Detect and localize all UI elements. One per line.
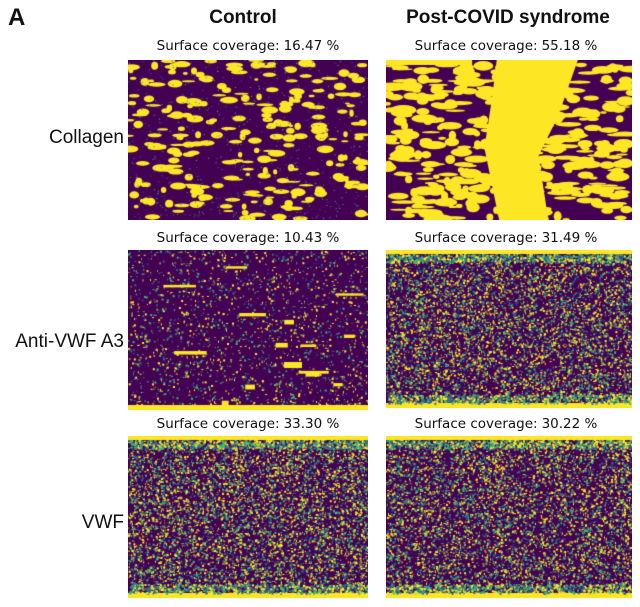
coverage-value: 16.47 % <box>283 38 340 54</box>
coverage-label: Surface coverage: <box>156 38 280 54</box>
panel-letter: A <box>8 4 26 31</box>
column-header-post-covid: Post-COVID syndrome <box>406 7 610 28</box>
micrograph-postcovid-vwf <box>386 436 632 598</box>
micrograph-postcovid-anti-vwf-a3 <box>386 250 632 408</box>
micrograph-postcovid-collagen <box>386 60 632 220</box>
micrograph-control-vwf <box>128 436 368 598</box>
coverage-value: 31.49 % <box>541 230 598 246</box>
coverage-postcovid-vwf: Surface coverage: 30.22 % <box>386 416 626 432</box>
coverage-label: Surface coverage: <box>414 230 538 246</box>
coverage-control-collagen: Surface coverage: 16.47 % <box>128 38 368 54</box>
row-label-vwf: VWF <box>81 512 124 533</box>
micrograph-control-anti-vwf-a3 <box>128 250 368 410</box>
coverage-label: Surface coverage: <box>156 230 280 246</box>
coverage-control-vwf: Surface coverage: 33.30 % <box>128 416 368 432</box>
coverage-postcovid-collagen: Surface coverage: 55.18 % <box>386 38 626 54</box>
row-label-anti-vwf-a3: Anti-VWF A3 <box>15 331 124 352</box>
coverage-value: 10.43 % <box>283 230 340 246</box>
coverage-label: Surface coverage: <box>414 416 538 432</box>
coverage-value: 30.22 % <box>541 416 598 432</box>
micrograph-control-collagen <box>128 60 368 220</box>
column-header-control: Control <box>209 7 277 28</box>
coverage-value: 33.30 % <box>283 416 340 432</box>
coverage-postcovid-anti-vwf-a3: Surface coverage: 31.49 % <box>386 230 626 246</box>
coverage-label: Surface coverage: <box>414 38 538 54</box>
coverage-label: Surface coverage: <box>156 416 280 432</box>
coverage-control-anti-vwf-a3: Surface coverage: 10.43 % <box>128 230 368 246</box>
row-label-collagen: Collagen <box>49 127 124 148</box>
coverage-value: 55.18 % <box>541 38 598 54</box>
